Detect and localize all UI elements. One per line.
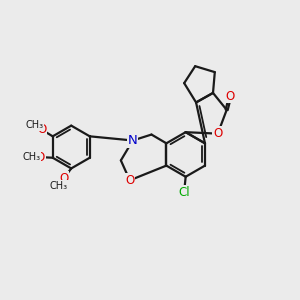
Text: CH₃: CH₃ bbox=[26, 120, 44, 130]
Text: O: O bbox=[226, 89, 235, 103]
Text: O: O bbox=[38, 123, 47, 136]
Text: O: O bbox=[36, 151, 45, 164]
Text: N: N bbox=[128, 134, 138, 147]
Text: CH₃: CH₃ bbox=[22, 152, 40, 162]
Text: CH₃: CH₃ bbox=[49, 181, 68, 190]
Text: O: O bbox=[213, 127, 222, 140]
Text: O: O bbox=[59, 172, 68, 185]
Text: O: O bbox=[125, 174, 134, 187]
Text: Cl: Cl bbox=[178, 186, 190, 199]
